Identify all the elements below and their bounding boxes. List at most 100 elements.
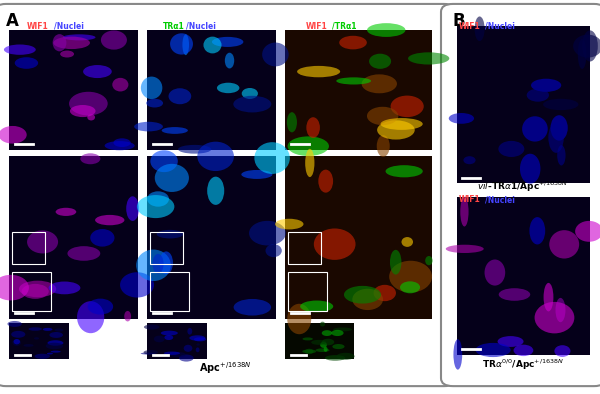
FancyBboxPatch shape xyxy=(147,30,276,150)
FancyBboxPatch shape xyxy=(9,30,138,150)
Ellipse shape xyxy=(7,321,22,327)
Ellipse shape xyxy=(80,153,100,164)
Ellipse shape xyxy=(0,126,26,144)
Ellipse shape xyxy=(161,331,178,335)
Ellipse shape xyxy=(265,244,282,257)
Ellipse shape xyxy=(170,33,193,55)
Bar xyxy=(12,232,45,264)
Ellipse shape xyxy=(87,114,95,121)
Text: WIF1: WIF1 xyxy=(459,22,481,31)
Ellipse shape xyxy=(549,230,579,258)
Ellipse shape xyxy=(316,348,329,352)
Bar xyxy=(288,232,321,264)
Ellipse shape xyxy=(113,138,131,147)
Ellipse shape xyxy=(11,331,25,338)
Ellipse shape xyxy=(147,191,169,207)
Ellipse shape xyxy=(499,288,530,301)
Ellipse shape xyxy=(578,39,586,69)
Ellipse shape xyxy=(408,52,449,65)
Ellipse shape xyxy=(120,272,154,297)
Text: TRα1: TRα1 xyxy=(163,22,185,31)
Ellipse shape xyxy=(314,229,356,260)
Ellipse shape xyxy=(262,43,289,66)
Ellipse shape xyxy=(190,335,205,341)
Ellipse shape xyxy=(47,340,64,346)
Ellipse shape xyxy=(305,349,313,354)
Text: Apc$^{+/1638N}$: Apc$^{+/1638N}$ xyxy=(199,361,251,376)
Ellipse shape xyxy=(582,30,598,61)
FancyBboxPatch shape xyxy=(9,323,69,359)
Ellipse shape xyxy=(287,112,297,132)
Ellipse shape xyxy=(374,285,396,301)
Ellipse shape xyxy=(544,283,553,311)
Ellipse shape xyxy=(446,245,484,253)
Ellipse shape xyxy=(112,78,128,91)
Ellipse shape xyxy=(529,217,545,244)
Ellipse shape xyxy=(15,57,38,69)
Ellipse shape xyxy=(151,150,178,172)
Ellipse shape xyxy=(56,208,76,216)
Ellipse shape xyxy=(43,328,52,331)
Ellipse shape xyxy=(254,142,290,174)
Ellipse shape xyxy=(425,256,433,265)
Ellipse shape xyxy=(522,116,548,141)
Ellipse shape xyxy=(225,53,234,69)
Ellipse shape xyxy=(136,249,171,281)
Ellipse shape xyxy=(34,337,39,340)
Ellipse shape xyxy=(531,79,561,92)
Text: /Nuclei: /Nuclei xyxy=(186,22,216,31)
Text: B: B xyxy=(453,12,466,30)
Ellipse shape xyxy=(367,107,398,125)
Ellipse shape xyxy=(573,35,600,58)
Ellipse shape xyxy=(249,221,286,245)
Ellipse shape xyxy=(311,340,326,345)
Ellipse shape xyxy=(46,343,63,349)
Ellipse shape xyxy=(287,136,329,156)
FancyBboxPatch shape xyxy=(285,156,432,319)
Ellipse shape xyxy=(333,327,352,331)
Ellipse shape xyxy=(377,135,390,157)
Ellipse shape xyxy=(331,330,344,336)
Ellipse shape xyxy=(22,284,49,299)
Ellipse shape xyxy=(302,349,316,353)
Ellipse shape xyxy=(287,304,311,334)
Ellipse shape xyxy=(49,282,80,294)
Ellipse shape xyxy=(400,281,420,293)
Text: /Nuclei: /Nuclei xyxy=(485,22,515,31)
Bar xyxy=(12,272,51,311)
Ellipse shape xyxy=(184,345,193,352)
Ellipse shape xyxy=(460,197,469,227)
Ellipse shape xyxy=(137,195,175,218)
Ellipse shape xyxy=(157,230,183,238)
Ellipse shape xyxy=(19,281,56,297)
Ellipse shape xyxy=(499,141,524,157)
Text: $vil$-TR$\alpha$1/Apc$^{+/1638N}$: $vil$-TR$\alpha$1/Apc$^{+/1638N}$ xyxy=(478,180,569,194)
Ellipse shape xyxy=(55,328,64,332)
Ellipse shape xyxy=(196,344,200,346)
Ellipse shape xyxy=(14,339,20,344)
Ellipse shape xyxy=(543,99,578,110)
Ellipse shape xyxy=(187,328,192,335)
FancyBboxPatch shape xyxy=(0,4,456,386)
Ellipse shape xyxy=(325,355,345,361)
Bar xyxy=(150,232,183,264)
Text: /Nuclei: /Nuclei xyxy=(54,22,84,31)
Ellipse shape xyxy=(152,254,164,274)
Ellipse shape xyxy=(336,77,371,84)
Ellipse shape xyxy=(35,354,50,359)
Ellipse shape xyxy=(337,353,355,360)
Ellipse shape xyxy=(556,298,565,322)
Ellipse shape xyxy=(141,76,163,99)
Ellipse shape xyxy=(339,36,367,49)
Ellipse shape xyxy=(4,45,36,55)
Ellipse shape xyxy=(320,342,327,348)
Ellipse shape xyxy=(307,117,320,138)
Ellipse shape xyxy=(217,83,239,93)
Ellipse shape xyxy=(104,141,134,150)
Ellipse shape xyxy=(233,96,271,112)
Ellipse shape xyxy=(155,164,189,192)
Text: TR$\alpha^{0/0}$/Apc$^{+/1638N}$: TR$\alpha^{0/0}$/Apc$^{+/1638N}$ xyxy=(482,358,564,372)
Ellipse shape xyxy=(53,37,90,49)
Ellipse shape xyxy=(212,37,244,47)
Ellipse shape xyxy=(169,352,186,357)
